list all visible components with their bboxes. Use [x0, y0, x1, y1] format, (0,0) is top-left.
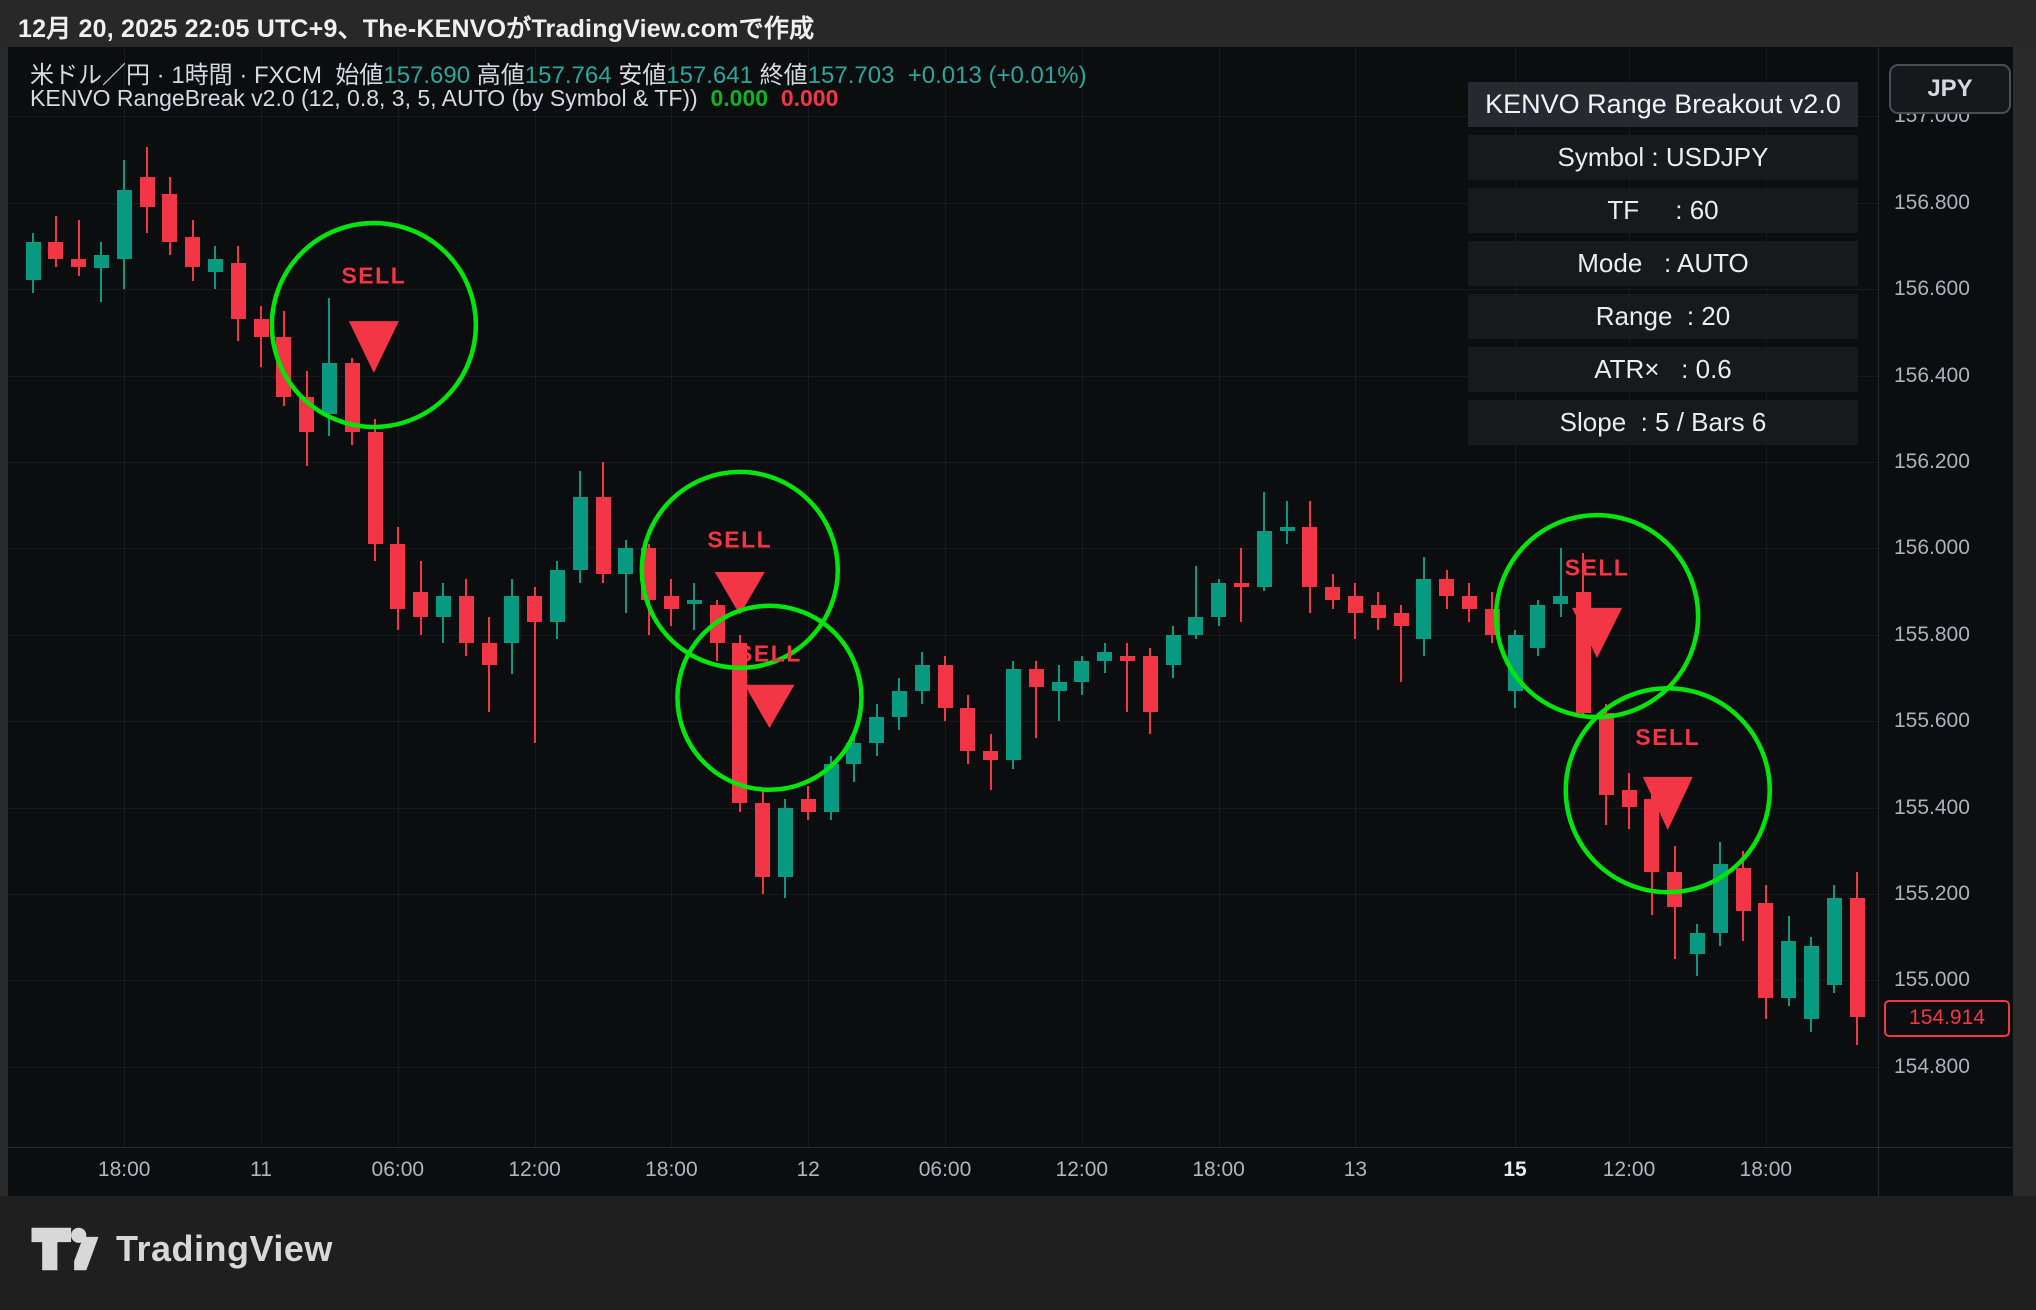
panel-row-mode: Mode : AUTO	[1468, 241, 1858, 286]
close-value: 157.703	[807, 62, 895, 89]
panel-row-range: Range : 20	[1468, 294, 1858, 339]
panel-title: KENVO Range Breakout v2.0	[1468, 82, 1858, 127]
indicator-legend: KENVO RangeBreak v2.0 (12, 0.8, 3, 5, AU…	[30, 85, 838, 112]
currency-unit-button[interactable]: JPY	[1889, 64, 2011, 114]
change-value: +0.013 (+0.01%)	[907, 62, 1087, 89]
open-value: 157.690	[383, 62, 471, 89]
attribution-bar: 12月 20, 2025 22:05 UTC+9、The-KENVOがTradi…	[0, 0, 2036, 47]
low-value: 157.641	[666, 62, 753, 89]
high-label: 高値	[476, 62, 525, 89]
indicator-value-up: 0.000	[710, 85, 769, 111]
panel-row-atr: ATR× : 0.6	[1468, 347, 1858, 392]
symbol-title: 米ドル／円 · 1時間 · FXCM	[30, 62, 322, 89]
open-label: 始値	[335, 62, 384, 89]
attribution-text: 12月 20, 2025 22:05 UTC+9、The-KENVOがTradi…	[18, 15, 815, 43]
close-label: 終値	[759, 62, 808, 89]
panel-row-slope: Slope : 5 / Bars 6	[1468, 400, 1858, 445]
high-value: 157.764	[524, 62, 612, 89]
last-price-label: 154.914	[1884, 999, 2010, 1037]
footer-bar: TradingView	[0, 1196, 2036, 1310]
tradingview-wordmark: TradingView	[116, 1228, 333, 1269]
indicator-value-down: 0.000	[780, 85, 839, 111]
symbol-legend: 米ドル／円 · 1時間 · FXCM 始値157.690 高値157.764 安…	[30, 55, 1087, 90]
indicator-title: KENVO RangeBreak v2.0 (12, 0.8, 3, 5, AU…	[30, 85, 698, 111]
low-label: 安値	[618, 62, 667, 89]
panel-row-tf: TF : 60	[1468, 188, 1858, 233]
panel-row-symbol: Symbol : USDJPY	[1468, 135, 1858, 180]
tradingview-mark-icon	[31, 1227, 99, 1271]
tradingview-logo[interactable]: TradingView	[30, 1220, 333, 1278]
indicator-info-panel: KENVO Range Breakout v2.0 Symbol : USDJP…	[1468, 82, 1858, 445]
